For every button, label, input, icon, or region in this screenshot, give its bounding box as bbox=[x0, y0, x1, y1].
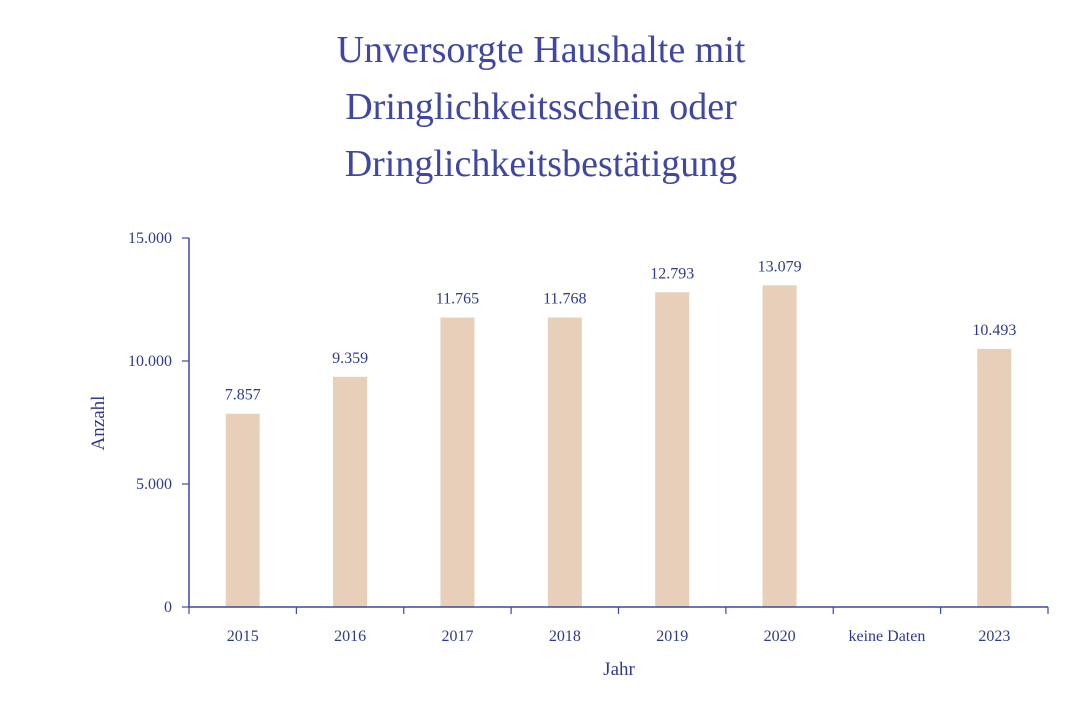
x-tick-label: 2016 bbox=[334, 628, 366, 645]
bar-2017 bbox=[440, 317, 475, 607]
chart-title-line-1: Unversorgte Haushalte mit bbox=[336, 29, 746, 71]
chart-title-line-2: Dringlichkeitsschein oder bbox=[345, 86, 737, 128]
data-label-2018: 11.768 bbox=[543, 291, 586, 308]
x-tick-label: 2020 bbox=[764, 628, 796, 645]
y-axis-title: Anzahl bbox=[88, 396, 109, 451]
data-label-2016: 9.359 bbox=[332, 350, 368, 367]
x-tick-label: keine Daten bbox=[849, 628, 926, 645]
bar-2015 bbox=[225, 413, 260, 607]
bar-2016 bbox=[333, 376, 368, 607]
bar-2019 bbox=[655, 292, 690, 607]
data-label-2015: 7.857 bbox=[225, 387, 261, 404]
data-label-2017: 11.765 bbox=[436, 291, 479, 308]
x-axis-title: Jahr bbox=[603, 659, 635, 680]
chart-title-line-3: Dringlichkeitsbestätigung bbox=[344, 143, 738, 185]
labels-group: 7.857 2015 9.359 2016 11.765 2017 11.768 2018 12… bbox=[128, 230, 1016, 645]
x-tick-label: 2019 bbox=[656, 628, 688, 645]
x-tick-label: 2018 bbox=[549, 628, 581, 645]
x-tick-label: 2015 bbox=[227, 628, 259, 645]
bar-2018 bbox=[547, 317, 582, 607]
bar-2020 bbox=[762, 285, 797, 607]
y-tick-label: 15.000 bbox=[128, 230, 172, 247]
data-label-2020: 13.079 bbox=[758, 258, 802, 275]
chart-title: Unversorgte Haushalte mit Dringlichkeits… bbox=[0, 22, 1082, 193]
bar-2023 bbox=[977, 348, 1012, 607]
x-tick-label: 2017 bbox=[441, 628, 473, 645]
y-tick-label: 0 bbox=[164, 599, 172, 616]
x-tick-label: 2023 bbox=[978, 628, 1010, 645]
y-tick-label: 5.000 bbox=[136, 476, 172, 493]
data-label-2019: 12.793 bbox=[650, 265, 694, 282]
bars-group bbox=[225, 285, 1012, 607]
y-tick-label: 10.000 bbox=[128, 353, 172, 370]
axes-group bbox=[182, 237, 1049, 614]
data-label-2023: 10.493 bbox=[972, 322, 1016, 339]
